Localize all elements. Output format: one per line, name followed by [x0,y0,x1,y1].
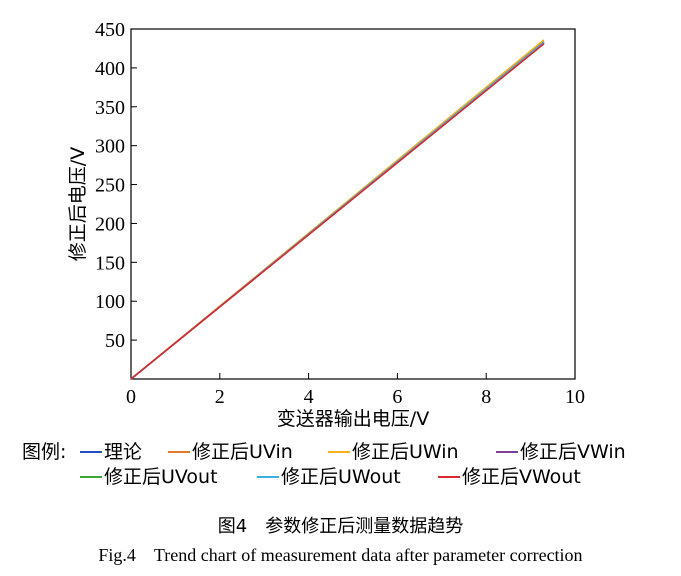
x-tick-label: 2 [215,386,225,408]
x-tick-label: 6 [392,386,402,408]
y-tick-label: 200 [95,213,125,235]
plot-area-frame [130,28,576,380]
legend-item-label: 修正后UVout [104,466,218,488]
y-tick-label: 150 [95,252,125,274]
y-tick-label: 350 [95,97,125,119]
figure-caption-cn: 图4 参数修正后测量数据趋势 [217,516,464,537]
y-tick-label: 250 [95,175,125,197]
y-tick-label: 450 [95,19,125,41]
y-tick-label: 100 [95,291,125,313]
x-tick-label: 0 [126,386,136,408]
legend: 图例: 理论 修正后UVin 修正后UWin 修正后VWin 修正后UVout 修正后UW… [22,441,626,488]
legend-item-label: 修正后VWout [462,466,581,488]
legend-item-label: 修正后UVin [192,441,293,463]
legend-item-label: 理论 [104,441,142,463]
legend-item-label: 修正后UWout [281,466,401,488]
axis-ticks: 0 2 4 6 8 10 50 100 150 200 250 300 350 400 450 [95,19,585,408]
line-chart: 0 2 4 6 8 10 50 100 150 200 250 300 350 400 450 变送器输出电… [22,19,626,488]
y-tick-label: 400 [95,58,125,80]
legend-item-label: 修正后UWin [352,441,459,463]
x-axis-title: 变送器输出电压/V [277,408,429,430]
y-tick-label: 300 [95,136,125,158]
figure-caption-en: Fig.4 Trend chart of measurement data af… [98,545,583,565]
x-tick-label: 8 [481,386,491,408]
series-line-7 [130,43,545,380]
legend-item-label: 修正后VWin [520,441,626,463]
x-tick-label: 4 [304,386,314,408]
y-tick-label: 50 [105,330,125,352]
series-lines [130,39,545,380]
legend-prefix: 图例: [22,441,66,463]
x-tick-label: 10 [565,386,585,408]
y-axis-title: 修正后电压/V [67,147,89,261]
